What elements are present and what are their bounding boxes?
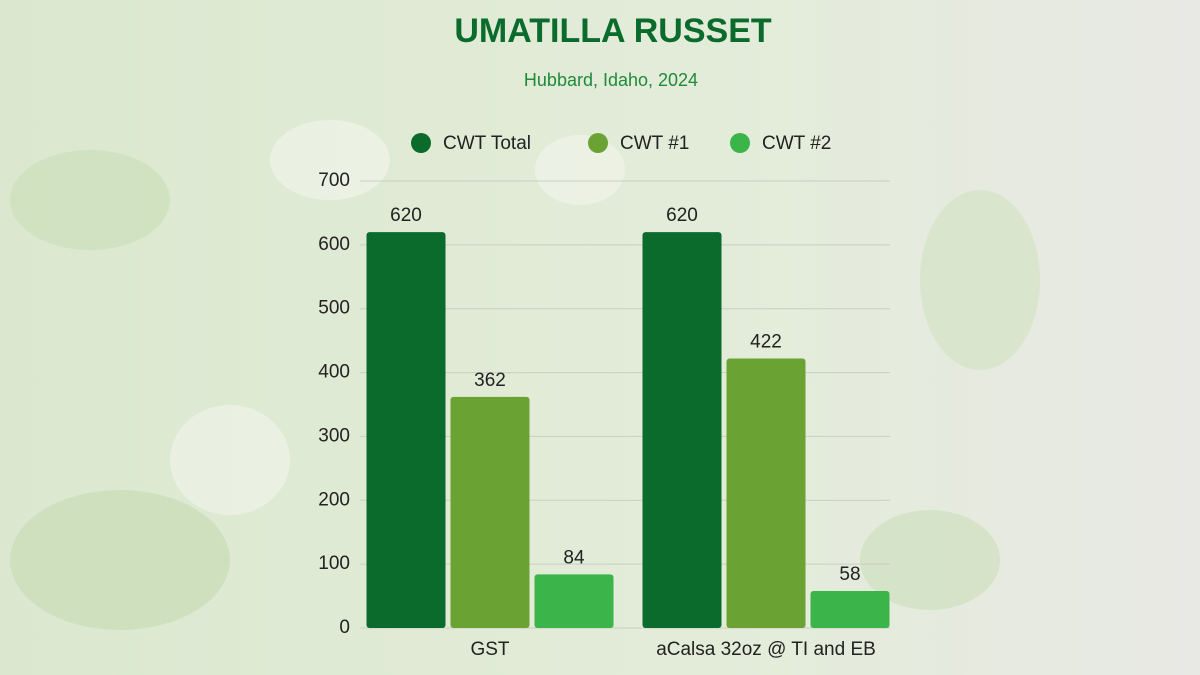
bar <box>642 232 722 629</box>
bar <box>366 232 446 629</box>
y-tick-label: 700 <box>318 170 350 191</box>
value-label: 620 <box>666 205 698 226</box>
chart-subtitle: Hubbard, Idaho, 2024 <box>524 70 698 90</box>
background-foliage <box>10 120 1040 630</box>
legend-label: CWT Total <box>443 133 531 154</box>
x-tick-label: aCalsa 32oz @ TI and EB <box>656 639 876 660</box>
y-tick-label: 300 <box>318 425 350 446</box>
y-tick-label: 600 <box>318 234 350 255</box>
legend-label: CWT #2 <box>762 133 831 154</box>
value-label: 58 <box>839 564 860 585</box>
chart-title: UMATILLA RUSSET <box>454 12 772 50</box>
value-label: 362 <box>474 370 506 391</box>
bar <box>810 590 890 628</box>
value-label: 422 <box>750 332 782 353</box>
legend-swatch <box>730 133 750 153</box>
y-tick-label: 500 <box>318 298 350 319</box>
x-tick-label: GST <box>470 639 509 660</box>
bar <box>534 574 614 628</box>
y-tick-label: 100 <box>318 553 350 574</box>
y-tick-label: 0 <box>339 617 350 638</box>
legend-swatch <box>411 133 431 153</box>
bar <box>726 358 806 628</box>
legend-swatch <box>588 133 608 153</box>
y-tick-label: 400 <box>318 362 350 383</box>
bar <box>450 396 530 628</box>
value-label: 620 <box>390 205 422 226</box>
y-tick-label: 200 <box>318 489 350 510</box>
legend-label: CWT #1 <box>620 133 689 154</box>
value-label: 84 <box>563 547 585 568</box>
